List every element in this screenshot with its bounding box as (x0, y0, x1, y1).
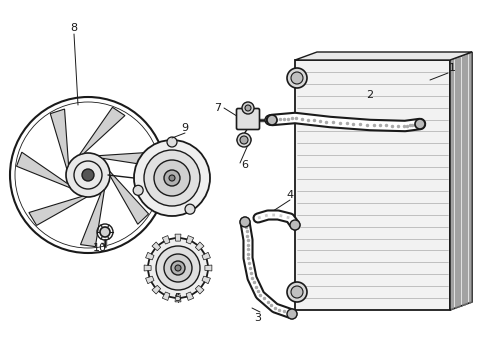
Polygon shape (196, 242, 204, 251)
Circle shape (134, 140, 210, 216)
Polygon shape (202, 252, 210, 260)
Circle shape (66, 153, 110, 197)
Text: 4: 4 (287, 190, 294, 200)
Polygon shape (146, 252, 154, 260)
Circle shape (287, 309, 297, 319)
Circle shape (415, 119, 425, 129)
Text: 8: 8 (71, 23, 77, 33)
Circle shape (287, 68, 307, 88)
Circle shape (291, 286, 303, 298)
Circle shape (154, 160, 190, 196)
Polygon shape (144, 265, 151, 271)
Polygon shape (17, 152, 70, 188)
Circle shape (242, 102, 254, 114)
Circle shape (82, 169, 94, 181)
Circle shape (291, 72, 303, 84)
Circle shape (245, 105, 251, 111)
FancyBboxPatch shape (237, 108, 260, 130)
Text: 9: 9 (181, 123, 189, 133)
Circle shape (290, 220, 300, 230)
Polygon shape (29, 196, 87, 225)
Polygon shape (295, 52, 472, 60)
Circle shape (240, 217, 250, 227)
Polygon shape (146, 276, 154, 284)
Circle shape (171, 261, 185, 275)
Polygon shape (80, 190, 104, 247)
Polygon shape (152, 285, 161, 294)
Text: 5: 5 (174, 293, 181, 303)
Text: 7: 7 (215, 103, 221, 113)
Polygon shape (162, 292, 170, 301)
Circle shape (167, 137, 177, 147)
Circle shape (185, 204, 195, 214)
Polygon shape (175, 295, 181, 302)
Polygon shape (186, 235, 194, 244)
Circle shape (287, 282, 307, 302)
Polygon shape (196, 285, 204, 294)
Circle shape (133, 185, 143, 195)
Circle shape (267, 115, 277, 125)
Polygon shape (98, 152, 157, 167)
Bar (295, 60, 450, 310)
Text: 2: 2 (367, 90, 373, 100)
Polygon shape (110, 171, 148, 224)
Circle shape (169, 175, 175, 181)
Circle shape (144, 150, 200, 206)
Polygon shape (79, 107, 125, 155)
Text: 6: 6 (242, 160, 248, 170)
Circle shape (100, 227, 110, 237)
Circle shape (240, 136, 248, 144)
Polygon shape (450, 52, 472, 310)
Circle shape (175, 265, 181, 271)
Polygon shape (162, 235, 170, 244)
Polygon shape (175, 234, 181, 241)
Polygon shape (152, 242, 161, 251)
Polygon shape (205, 265, 212, 271)
Text: 1: 1 (448, 63, 456, 73)
Polygon shape (186, 292, 194, 301)
Text: 3: 3 (254, 313, 262, 323)
Circle shape (265, 115, 275, 125)
Circle shape (156, 246, 200, 290)
Circle shape (164, 170, 180, 186)
Polygon shape (202, 276, 210, 284)
Text: 10: 10 (93, 243, 107, 253)
Circle shape (237, 133, 251, 147)
Polygon shape (50, 109, 69, 169)
Circle shape (148, 238, 208, 298)
Circle shape (164, 254, 192, 282)
